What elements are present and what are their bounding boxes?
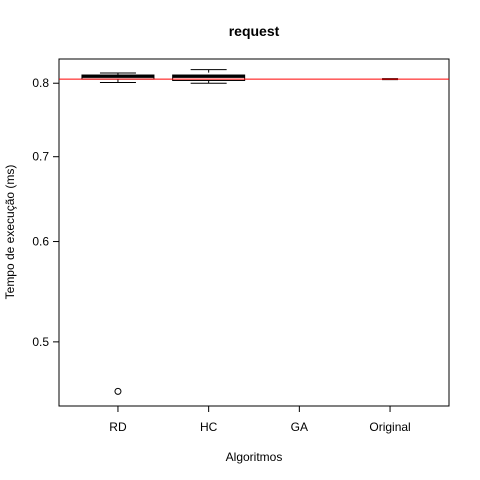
x-tick-label: HC	[200, 420, 218, 434]
y-axis: 0.5 0.6 0.7 0.8	[32, 76, 59, 349]
x-tick-label: RD	[109, 420, 127, 434]
y-tick-label: 0.5	[32, 335, 49, 349]
x-axis: RD HC GA Original	[109, 406, 411, 434]
y-tick-label: 0.6	[32, 235, 49, 249]
y-axis-label: Tempo de execução (ms)	[3, 165, 17, 300]
outlier-point	[114, 387, 122, 395]
x-tick-label: Original	[369, 420, 410, 434]
plot-area	[59, 69, 449, 395]
plot-frame	[58, 58, 450, 407]
y-tick-label: 0.8	[32, 76, 49, 90]
y-tick-label: 0.7	[32, 150, 49, 164]
x-axis-label: Algoritmos	[226, 450, 283, 464]
chart-title: request	[229, 23, 280, 39]
x-tick-label: GA	[291, 420, 308, 434]
